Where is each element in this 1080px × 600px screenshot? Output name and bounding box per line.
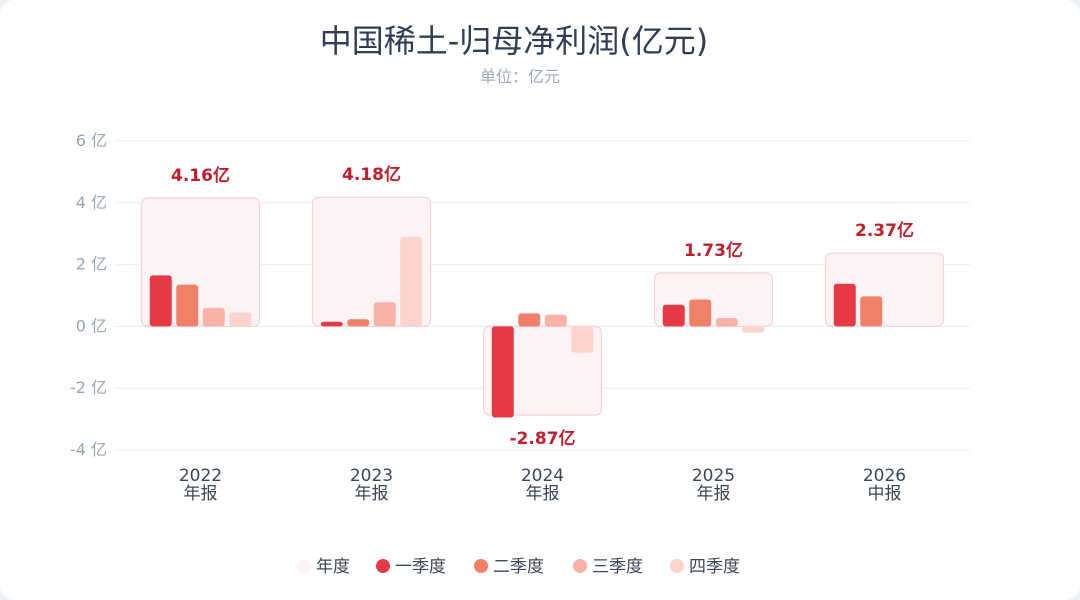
quarter-bar-2022-q4[interactable] bbox=[229, 312, 252, 327]
x-tick-period-2025: 年报 bbox=[697, 484, 731, 504]
y-tick-label: -4 亿 bbox=[70, 440, 107, 459]
quarter-bar-2024-q4[interactable] bbox=[571, 326, 594, 353]
quarter-bar-2023-q1[interactable] bbox=[320, 321, 343, 327]
quarter-bar-2025-q1[interactable] bbox=[662, 304, 685, 327]
quarter-bar-2025-q2[interactable] bbox=[689, 299, 712, 327]
y-tick-label: 6 亿 bbox=[76, 131, 107, 150]
y-tick-label: 0 亿 bbox=[76, 316, 107, 335]
chart-subtitle: 单位：亿元 bbox=[480, 67, 560, 86]
annual-value-label-2026: 2.37亿 bbox=[855, 220, 914, 241]
quarter-bar-2022-q3[interactable] bbox=[202, 307, 225, 327]
quarter-bar-2022-q1[interactable] bbox=[149, 275, 172, 327]
quarter-bar-2025-q4[interactable] bbox=[742, 326, 765, 333]
y-tick-label: 2 亿 bbox=[76, 255, 107, 274]
quarter-bar-2024-q1[interactable] bbox=[491, 326, 514, 418]
legend-item-annual[interactable]: 年度 bbox=[297, 557, 350, 577]
data-labels-layer: 4.16亿 4.18亿 -2.87亿 1.73亿 2.37亿 bbox=[171, 164, 914, 449]
x-tick-year-2025: 2025 bbox=[692, 466, 735, 486]
legend-item-q3[interactable]: 三季度 bbox=[573, 557, 643, 577]
annual-value-label-2025: 1.73亿 bbox=[684, 240, 743, 261]
chart-title: 中国稀土-归母净利润(亿元) bbox=[320, 22, 709, 60]
legend-label-q3: 三季度 bbox=[592, 557, 643, 577]
legend-label-q1: 一季度 bbox=[395, 557, 446, 577]
x-tick-year-2022: 2022 bbox=[179, 466, 222, 486]
x-tick-year-2024: 2024 bbox=[521, 466, 564, 486]
quarter-bar-2023-q4[interactable] bbox=[400, 236, 423, 327]
legend-marker-q4 bbox=[670, 559, 684, 573]
x-tick-period-2024: 年报 bbox=[526, 484, 560, 504]
quarter-bars-layer bbox=[149, 236, 883, 418]
quarter-bar-2024-q3[interactable] bbox=[544, 314, 567, 327]
legend-label-q4: 四季度 bbox=[689, 557, 740, 577]
legend-marker-q3 bbox=[573, 559, 587, 573]
legend[interactable]: 年度 一季度 二季度 三季度 四季度 bbox=[297, 557, 740, 577]
quarter-bar-2023-q3[interactable] bbox=[373, 302, 396, 327]
quarter-bar-2022-q2[interactable] bbox=[176, 284, 199, 327]
x-tick-year-2023: 2023 bbox=[350, 466, 393, 486]
legend-marker-q2 bbox=[474, 559, 488, 573]
legend-marker-annual bbox=[297, 559, 311, 573]
annual-value-label-2022: 4.16亿 bbox=[171, 165, 230, 186]
x-tick-year-2026: 2026 bbox=[863, 466, 906, 486]
y-tick-label: -2 亿 bbox=[70, 378, 107, 397]
annual-value-label-2023: 4.18亿 bbox=[342, 164, 401, 185]
legend-marker-q1 bbox=[376, 559, 390, 573]
legend-item-q2[interactable]: 二季度 bbox=[474, 557, 544, 577]
x-tick-period-2023: 年报 bbox=[355, 484, 389, 504]
quarter-bar-2025-q3[interactable] bbox=[715, 318, 738, 327]
quarter-bar-2026-q2[interactable] bbox=[860, 296, 883, 327]
legend-item-q1[interactable]: 一季度 bbox=[376, 557, 446, 577]
quarter-bar-2026-q1[interactable] bbox=[833, 283, 856, 327]
quarter-bar-2024-q2[interactable] bbox=[518, 313, 541, 327]
y-tick-label: 4 亿 bbox=[76, 193, 107, 212]
annual-value-label-2024: -2.87亿 bbox=[510, 428, 576, 449]
legend-label-annual: 年度 bbox=[316, 557, 350, 577]
x-tick-period-2022: 年报 bbox=[184, 484, 218, 504]
annual-bars-layer bbox=[140, 196, 945, 416]
legend-label-q2: 二季度 bbox=[493, 557, 544, 577]
x-tick-period-2026: 中报 bbox=[868, 484, 902, 504]
quarter-bar-2023-q2[interactable] bbox=[347, 319, 370, 327]
legend-item-q4[interactable]: 四季度 bbox=[670, 557, 740, 577]
